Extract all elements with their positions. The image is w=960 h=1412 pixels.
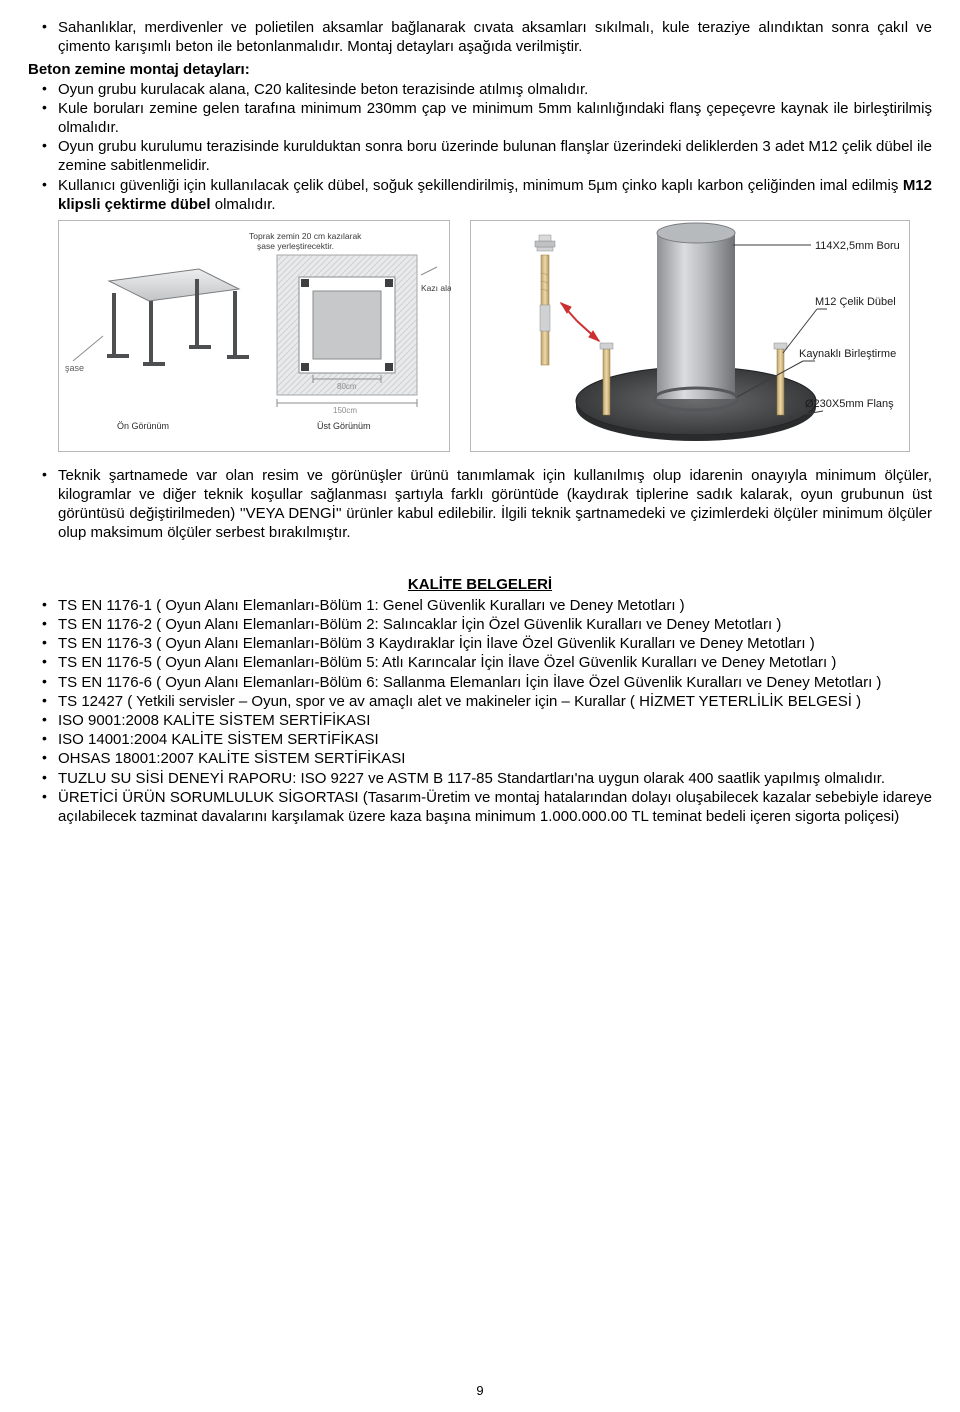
figure-row: şase Ön Görünüm 80cm: [58, 220, 932, 452]
figure-boru: 114X2,5mm Boru M12 Çelik Dübel Kaynaklı …: [470, 220, 910, 452]
label-kaynak: Kaynaklı Birleştirme: [799, 348, 896, 360]
label-boru: 114X2,5mm Boru: [815, 240, 900, 252]
figure-sase: şase Ön Görünüm 80cm: [58, 220, 450, 452]
label-sase: şase: [65, 363, 84, 373]
kalite-list: TS EN 1176-1 ( Oyun Alanı Elemanları-Böl…: [28, 596, 932, 826]
label-kazi: Kazı alanı: [421, 283, 451, 293]
label-flans: Ø230X5mm Flanş: [805, 398, 894, 410]
kalite-item: TUZLU SU SİSİ DENEYİ RAPORU: ISO 9227 ve…: [28, 769, 932, 788]
beton-heading: Beton zemine montaj detayları:: [28, 60, 932, 79]
text: olmalıdır.: [211, 196, 276, 213]
page-number: 9: [0, 1383, 960, 1400]
kalite-item: TS 12427 ( Yetkili servisler – Oyun, spo…: [28, 692, 932, 711]
kalite-item: TS EN 1176-2 ( Oyun Alanı Elemanları-Böl…: [28, 615, 932, 634]
fig1-note-b: şase yerleştirecektir.: [257, 241, 334, 251]
page-container: Sahanlıklar, merdivenler ve polietilen a…: [0, 0, 960, 1412]
kalite-item: TS EN 1176-5 ( Oyun Alanı Elemanları-Böl…: [28, 653, 932, 672]
note-item: Teknik şartnamede var olan resim ve görü…: [28, 466, 932, 543]
fig1-note-a: Toprak zemin 20 cm kazılarak: [249, 231, 362, 241]
kalite-heading: KALİTE BELGELERİ: [28, 575, 932, 594]
intro-item: Sahanlıklar, merdivenler ve polietilen a…: [28, 18, 932, 56]
note-list: Teknik şartnamede var olan resim ve görü…: [28, 466, 932, 543]
caption-on: Ön Görünüm: [117, 421, 169, 431]
dim-80: 80cm: [337, 382, 357, 391]
kalite-item: ISO 14001:2004 KALİTE SİSTEM SERTİFİKASI: [28, 730, 932, 749]
kalite-item: TS EN 1176-3 ( Oyun Alanı Elemanları-Böl…: [28, 634, 932, 653]
beton-list: Oyun grubu kurulacak alana, C20 kalitesi…: [28, 80, 932, 214]
kalite-item: TS EN 1176-1 ( Oyun Alanı Elemanları-Böl…: [28, 596, 932, 615]
kalite-item: ISO 9001:2008 KALİTE SİSTEM SERTİFİKASI: [28, 711, 932, 730]
kalite-item: ÜRETİCİ ÜRÜN SORUMLULUK SİGORTASI (Tasar…: [28, 788, 932, 826]
intro-list: Sahanlıklar, merdivenler ve polietilen a…: [28, 18, 932, 56]
beton-item: Oyun grubu kurulumu terazisinde kurulduk…: [28, 137, 932, 175]
dim-150: 150cm: [333, 406, 357, 415]
beton-item: Oyun grubu kurulacak alana, C20 kalitesi…: [28, 80, 932, 99]
label-dubel: M12 Çelik Dübel: [815, 296, 896, 308]
text: Kullanıcı güvenliği için kullanılacak çe…: [58, 177, 903, 194]
kalite-item: TS EN 1176-6 ( Oyun Alanı Elemanları-Böl…: [28, 673, 932, 692]
beton-item: Kule boruları zemine gelen tarafına mini…: [28, 99, 932, 137]
beton-item: Kullanıcı güvenliği için kullanılacak çe…: [28, 176, 932, 214]
caption-ust: Üst Görünüm: [317, 421, 371, 431]
kalite-item: OHSAS 18001:2007 KALİTE SİSTEM SERTİFİKA…: [28, 749, 932, 768]
